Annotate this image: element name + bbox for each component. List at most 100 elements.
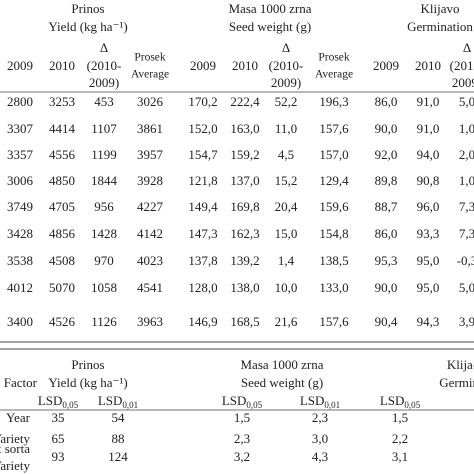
cell: 1,5 bbox=[234, 410, 250, 425]
sub-header: 2009) bbox=[271, 75, 301, 90]
cell: 1428 bbox=[91, 226, 117, 241]
cell: 3538 bbox=[7, 253, 33, 268]
cell: 3,9 bbox=[459, 314, 474, 329]
cell: 2,2 bbox=[392, 431, 408, 446]
group-header: Seed weight (g) bbox=[241, 375, 323, 390]
cell: 88 bbox=[112, 431, 125, 446]
sub-header: 2010 bbox=[232, 58, 258, 73]
lsd-subscript: 0,05 bbox=[246, 400, 262, 410]
cell: 35 bbox=[52, 410, 65, 425]
cell: 5,0 bbox=[459, 94, 474, 109]
cell: 4414 bbox=[49, 121, 76, 136]
sub-header: (2010- bbox=[87, 58, 122, 73]
cell: 92,0 bbox=[375, 147, 398, 162]
cell: 159,6 bbox=[319, 199, 349, 214]
cell: 159,2 bbox=[230, 147, 259, 162]
cell: 4,3 bbox=[312, 449, 328, 464]
cell: 970 bbox=[94, 253, 114, 268]
cell: 90,0 bbox=[375, 121, 398, 136]
cell: 95,3 bbox=[375, 253, 398, 268]
cell: 137,0 bbox=[230, 173, 259, 188]
cell: 121,8 bbox=[188, 173, 217, 188]
cell: 4508 bbox=[49, 253, 75, 268]
cell: 196,3 bbox=[319, 94, 348, 109]
group-header: Klijavo bbox=[421, 1, 460, 16]
cell: 88,7 bbox=[375, 199, 398, 214]
cell: 7,3 bbox=[459, 226, 474, 241]
cell: 95,0 bbox=[417, 280, 440, 295]
cell: 90,8 bbox=[417, 173, 440, 188]
cell: 86,0 bbox=[375, 94, 398, 109]
cell: 5070 bbox=[49, 280, 75, 295]
cell: 3357 bbox=[7, 147, 34, 162]
cell: 90,4 bbox=[375, 314, 398, 329]
group-header: Masa 1000 zrna bbox=[228, 1, 311, 16]
cell: 90,0 bbox=[375, 280, 398, 295]
sub-header: 2010 bbox=[49, 58, 75, 73]
cell: 3026 bbox=[137, 94, 164, 109]
cell: 222,4 bbox=[230, 94, 260, 109]
sub-header: Δ bbox=[282, 40, 290, 55]
cell: 94,3 bbox=[417, 314, 440, 329]
cell: 1,0 bbox=[459, 121, 474, 136]
sub-header: Average bbox=[131, 69, 169, 81]
cell: 54 bbox=[112, 410, 126, 425]
cell: 15,0 bbox=[275, 226, 298, 241]
cell: 137,8 bbox=[188, 253, 217, 268]
cell: 4856 bbox=[49, 226, 76, 241]
row-label: Year x Variety bbox=[0, 458, 30, 473]
cell: 152,0 bbox=[188, 121, 217, 136]
cell: 149,4 bbox=[188, 199, 218, 214]
cell: 163,0 bbox=[230, 121, 259, 136]
cell: 3307 bbox=[7, 121, 34, 136]
cell: 154,7 bbox=[188, 147, 218, 162]
cell: 4227 bbox=[137, 199, 164, 214]
cell: 1199 bbox=[91, 147, 117, 162]
sub-header: 2010 bbox=[415, 58, 441, 73]
cell: 138,0 bbox=[230, 280, 259, 295]
cell: 2,3 bbox=[312, 410, 328, 425]
cell: 138,5 bbox=[319, 253, 348, 268]
cell: 4142 bbox=[137, 226, 163, 241]
lsd-subscript: 0,05 bbox=[404, 400, 420, 410]
sub-header: (2010- bbox=[450, 58, 474, 73]
factor-header: Factor bbox=[4, 375, 38, 390]
cell: 956 bbox=[94, 199, 114, 214]
cell: 154,8 bbox=[319, 226, 348, 241]
sub-header: 2009 bbox=[190, 58, 216, 73]
cell: 4541 bbox=[137, 280, 163, 295]
cell: 3928 bbox=[137, 173, 163, 188]
cell: 1,5 bbox=[392, 410, 408, 425]
cell: 1058 bbox=[91, 280, 117, 295]
group-header: Masa 1000 zrna bbox=[240, 357, 323, 372]
cell: 10,0 bbox=[275, 280, 298, 295]
cell: 15,2 bbox=[275, 173, 298, 188]
cell: 157,6 bbox=[319, 121, 349, 136]
cell: 129,4 bbox=[319, 173, 349, 188]
lsd-header: LSD0,05 bbox=[380, 393, 421, 410]
cell: 20,4 bbox=[275, 199, 298, 214]
sub-header: 2009 bbox=[373, 58, 399, 73]
cell: 4023 bbox=[137, 253, 163, 268]
cell: 4012 bbox=[7, 280, 33, 295]
cell: 3,2 bbox=[234, 449, 250, 464]
cell: 65 bbox=[52, 431, 65, 446]
lsd-header: LSD0,05 bbox=[38, 393, 79, 410]
cell: 4850 bbox=[49, 173, 75, 188]
cell: 11,0 bbox=[275, 121, 297, 136]
cell: 170,2 bbox=[188, 94, 217, 109]
cell: 89,8 bbox=[375, 173, 398, 188]
cell: 3957 bbox=[137, 147, 164, 162]
group-header: Seed weight (g) bbox=[229, 19, 311, 34]
cell: 453 bbox=[94, 94, 114, 109]
sub-header: 2009 bbox=[7, 58, 33, 73]
group-header: Prinos bbox=[71, 357, 104, 372]
group-header: Prinos bbox=[71, 1, 104, 16]
cell: 2,0 bbox=[459, 147, 474, 162]
sub-header: Δ bbox=[463, 40, 471, 55]
lsd-header: LSD0,05 bbox=[222, 393, 263, 410]
cell: 52,2 bbox=[275, 94, 298, 109]
cell: 91,0 bbox=[417, 94, 440, 109]
cell: 21,6 bbox=[275, 314, 298, 329]
cell: -0,3 bbox=[457, 253, 474, 268]
